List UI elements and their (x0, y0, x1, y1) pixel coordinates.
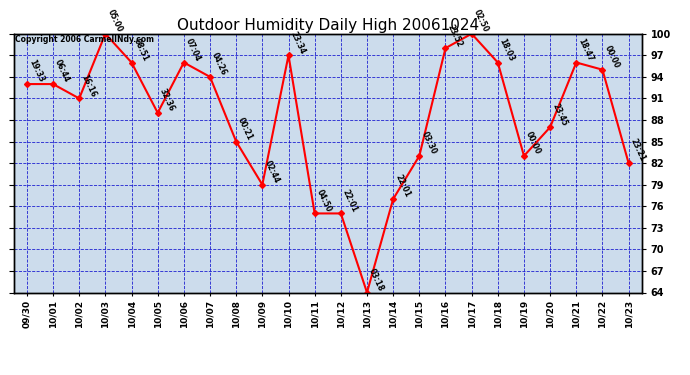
Text: 18:47: 18:47 (576, 37, 595, 63)
Text: 03:30: 03:30 (420, 130, 437, 156)
Text: 23:45: 23:45 (550, 102, 569, 127)
Text: 00:00: 00:00 (602, 44, 621, 70)
Title: Outdoor Humidity Daily High 20061024: Outdoor Humidity Daily High 20061024 (177, 18, 479, 33)
Text: 00:00: 00:00 (524, 130, 542, 156)
Text: 23:34: 23:34 (288, 30, 307, 56)
Text: 23:21: 23:21 (629, 138, 647, 163)
Text: 00:21: 00:21 (236, 116, 255, 142)
Text: 05:00: 05:00 (106, 8, 124, 34)
Text: 08:51: 08:51 (132, 37, 150, 63)
Text: 19:33: 19:33 (27, 58, 46, 84)
Text: 04:26: 04:26 (210, 51, 228, 77)
Text: 02:44: 02:44 (262, 159, 281, 185)
Text: 18:03: 18:03 (497, 37, 516, 63)
Text: 06:44: 06:44 (53, 58, 71, 84)
Text: 22:01: 22:01 (393, 173, 411, 199)
Text: 32:36: 32:36 (158, 87, 176, 113)
Text: 23:52: 23:52 (446, 22, 464, 48)
Text: 07:04: 07:04 (184, 37, 202, 63)
Text: 22:01: 22:01 (341, 188, 359, 213)
Text: 02:50: 02:50 (472, 8, 490, 34)
Text: Copyright 2006 CarmelINdy.com: Copyright 2006 CarmelINdy.com (15, 35, 154, 44)
Text: 03:18: 03:18 (367, 267, 386, 292)
Text: 16:16: 16:16 (79, 73, 97, 99)
Text: 04:50: 04:50 (315, 188, 333, 213)
